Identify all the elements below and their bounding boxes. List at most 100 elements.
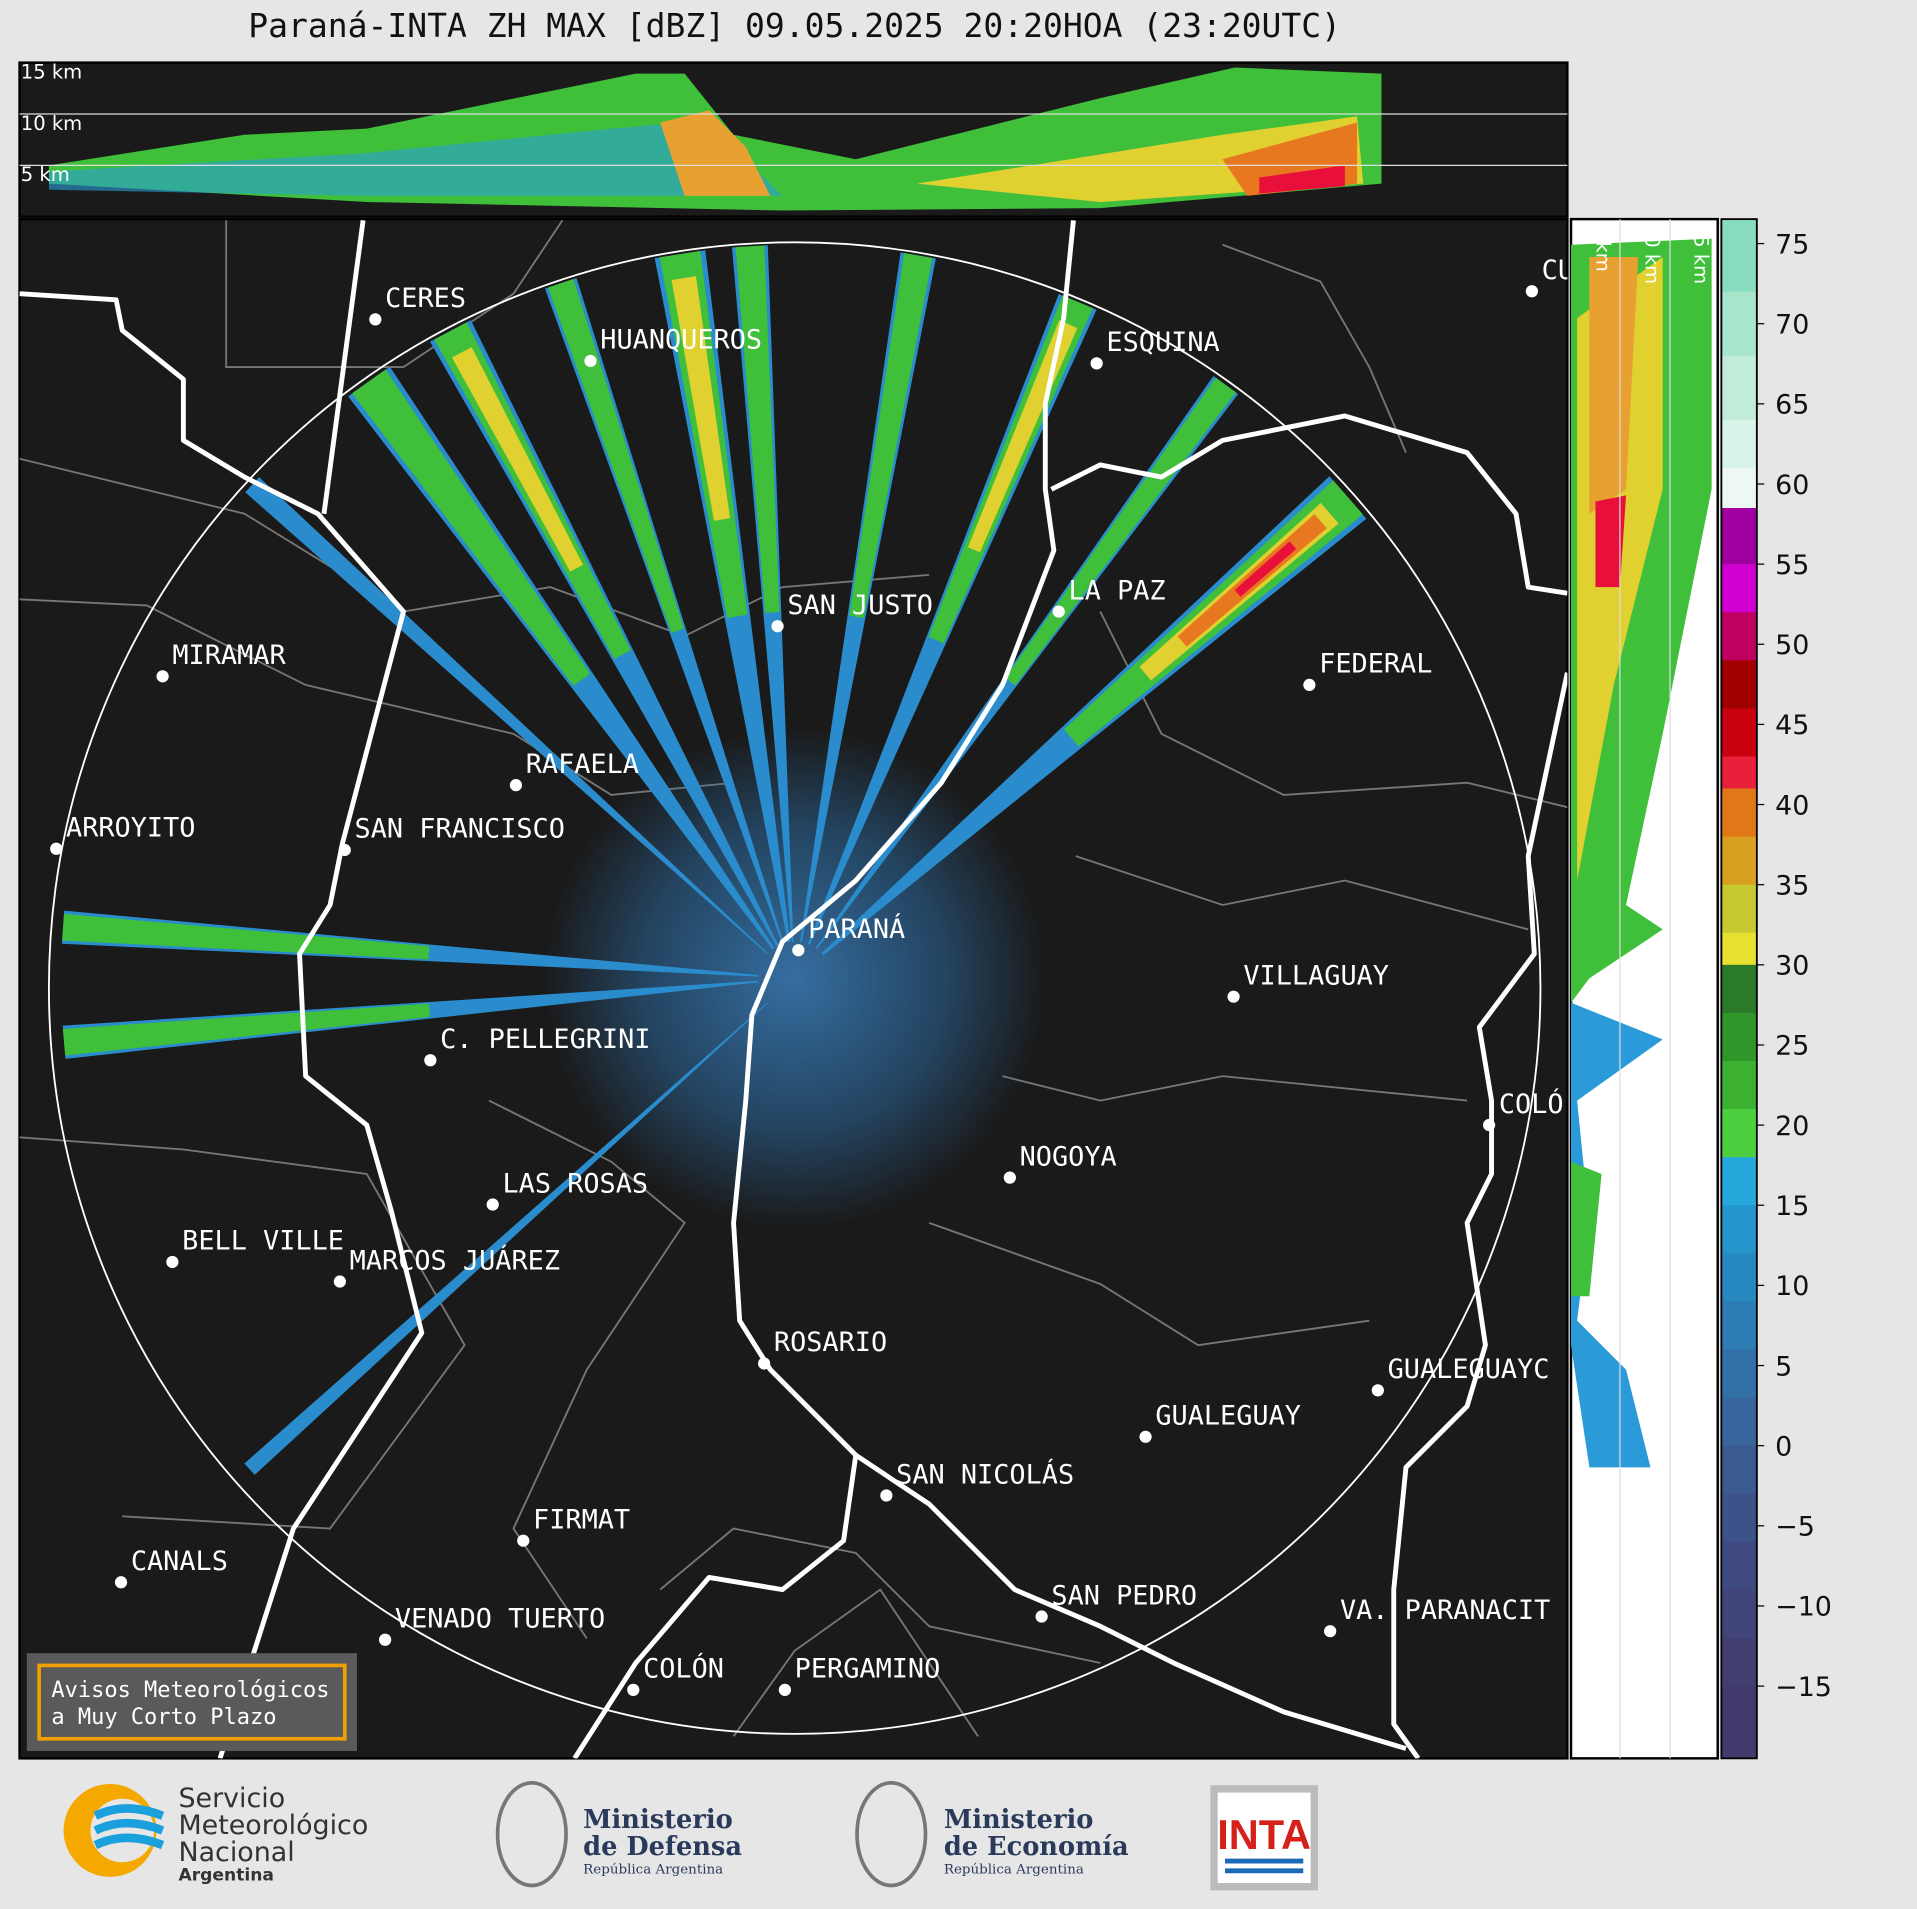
city-dot [378,1633,392,1646]
city-label: ARROYITO [66,813,195,844]
city-dot [757,1357,771,1370]
city-label: SAN FRANCISCO [355,814,565,845]
level-label: 10 km [21,112,82,135]
echo-ray [849,253,933,619]
colorbar-tick-label: 70 [1775,309,1809,340]
inta-logo [1225,1858,1304,1874]
colorbar-segment [1721,788,1757,838]
colorbar-segment [1721,964,1757,1014]
city-dot [1371,1384,1384,1397]
city-dot [771,620,784,633]
colorbar-segment [1721,1493,1757,1543]
colorbar-segment [1721,1397,1757,1447]
city-label: ESQUINA [1106,327,1219,358]
colorbar-tick-label: −5 [1775,1512,1815,1543]
title: Paraná-INTA ZH MAX [dBZ] 09.05.2025 20:2… [248,6,1341,45]
colorbar-segment [1721,612,1757,661]
city-dot [1139,1430,1152,1443]
colorbar-segment [1721,1638,1757,1687]
city-dot [333,1275,346,1288]
city-label: CANALS [131,1546,228,1577]
city-label: PERGAMINO [795,1654,941,1685]
city-label: MARCOS JUÁREZ [350,1244,560,1276]
city-label: PARANÁ [808,913,905,945]
city-label: FEDERAL [1319,649,1432,680]
colorbar-segment [1721,1157,1757,1206]
colorbar-segment [1721,932,1757,966]
level-label: 5 km [21,163,70,186]
city-dot [114,1576,128,1589]
city-label: HUANQUEROS [600,325,762,356]
colorbar-tick-label: 30 [1775,951,1809,982]
level-label: 5 km [1592,223,1615,272]
city-dot [627,1683,640,1696]
echo-ray [451,347,584,572]
colorbar-segment [1721,419,1757,469]
city-dot [1052,605,1065,618]
city-dot [509,779,523,792]
city-label: LAS ROSAS [502,1168,648,1199]
city-dot [1090,357,1103,370]
city-label: CU [1542,255,1574,286]
colorbar-segment [1721,508,1757,565]
city-dot [166,1255,179,1269]
logo-text: INTA [1217,1811,1311,1858]
echo-ray [654,250,791,943]
echo-ray [799,252,936,943]
city-label: NOGOYA [1020,1141,1117,1172]
city-dot [369,313,382,326]
colorbar-segment [1721,1205,1757,1254]
colorbar-segment [1721,756,1757,790]
colorbar-segment [1721,1060,1757,1110]
city-dot [792,944,805,957]
colorbar-segment [1721,1541,1757,1591]
echo-ray [548,278,685,633]
colorbar-tick-label: 25 [1775,1031,1809,1062]
echo-ray [61,910,759,977]
colorbar-tick-label: 65 [1775,390,1809,421]
logo-text: Ministerio [944,1805,1094,1835]
city-label: GUALEGUAY [1155,1401,1301,1432]
colorbar-segment [1721,564,1757,613]
colorbar-tick-label: 60 [1775,470,1809,501]
colorbar-tick-label: 5 [1775,1351,1792,1382]
city-label: COLÓ [1499,1088,1564,1120]
colorbar-segment [1721,467,1757,509]
notice-line: a Muy Corto Plazo [51,1705,276,1730]
colorbar-tick-label: 50 [1775,630,1809,661]
colorbar-tick-label: 15 [1775,1191,1809,1222]
logo-text: Servicio [178,1783,285,1814]
city-dot [1324,1625,1337,1638]
city-dot [1303,678,1316,692]
echo-ray [735,245,780,613]
city-label: ROSARIO [774,1327,887,1358]
colorbar-segment [1721,1349,1757,1399]
logo-text: Argentina [178,1866,273,1886]
city-label: CERES [385,283,466,314]
colorbar-segment [1721,660,1757,709]
cities: CERES HUANQUEROS ESQUINA CU SAN JUSTO LA PAZ M… [50,255,1574,1696]
logo-text: de Economía [944,1832,1129,1862]
range-ring [47,241,1542,1735]
city-label: LA PAZ [1069,575,1166,606]
colorbar-segment [1721,836,1757,886]
echo-ray [245,477,768,955]
emblem [855,1780,928,1888]
colorbar-tick-label: 55 [1775,550,1809,581]
echo-ray [732,245,794,942]
clutter [544,727,1046,1229]
logo-text: Nacional [178,1837,294,1868]
logo-text: República Argentina [944,1862,1084,1877]
level-label: 10 km [1641,223,1664,284]
level-label: 15 km [21,61,82,84]
echo-ray [62,1003,430,1056]
colorbar [1721,219,1757,1759]
city-label: VILLAGUAY [1243,960,1389,991]
city-label: C. PELLEGRINI [440,1024,650,1055]
footer: Servicio Meteorológico Nacional Argentin… [63,1780,1318,1891]
side-profile-echo [1571,238,1712,1468]
notice-box [26,1653,357,1752]
colorbar-segment [1721,1109,1757,1158]
